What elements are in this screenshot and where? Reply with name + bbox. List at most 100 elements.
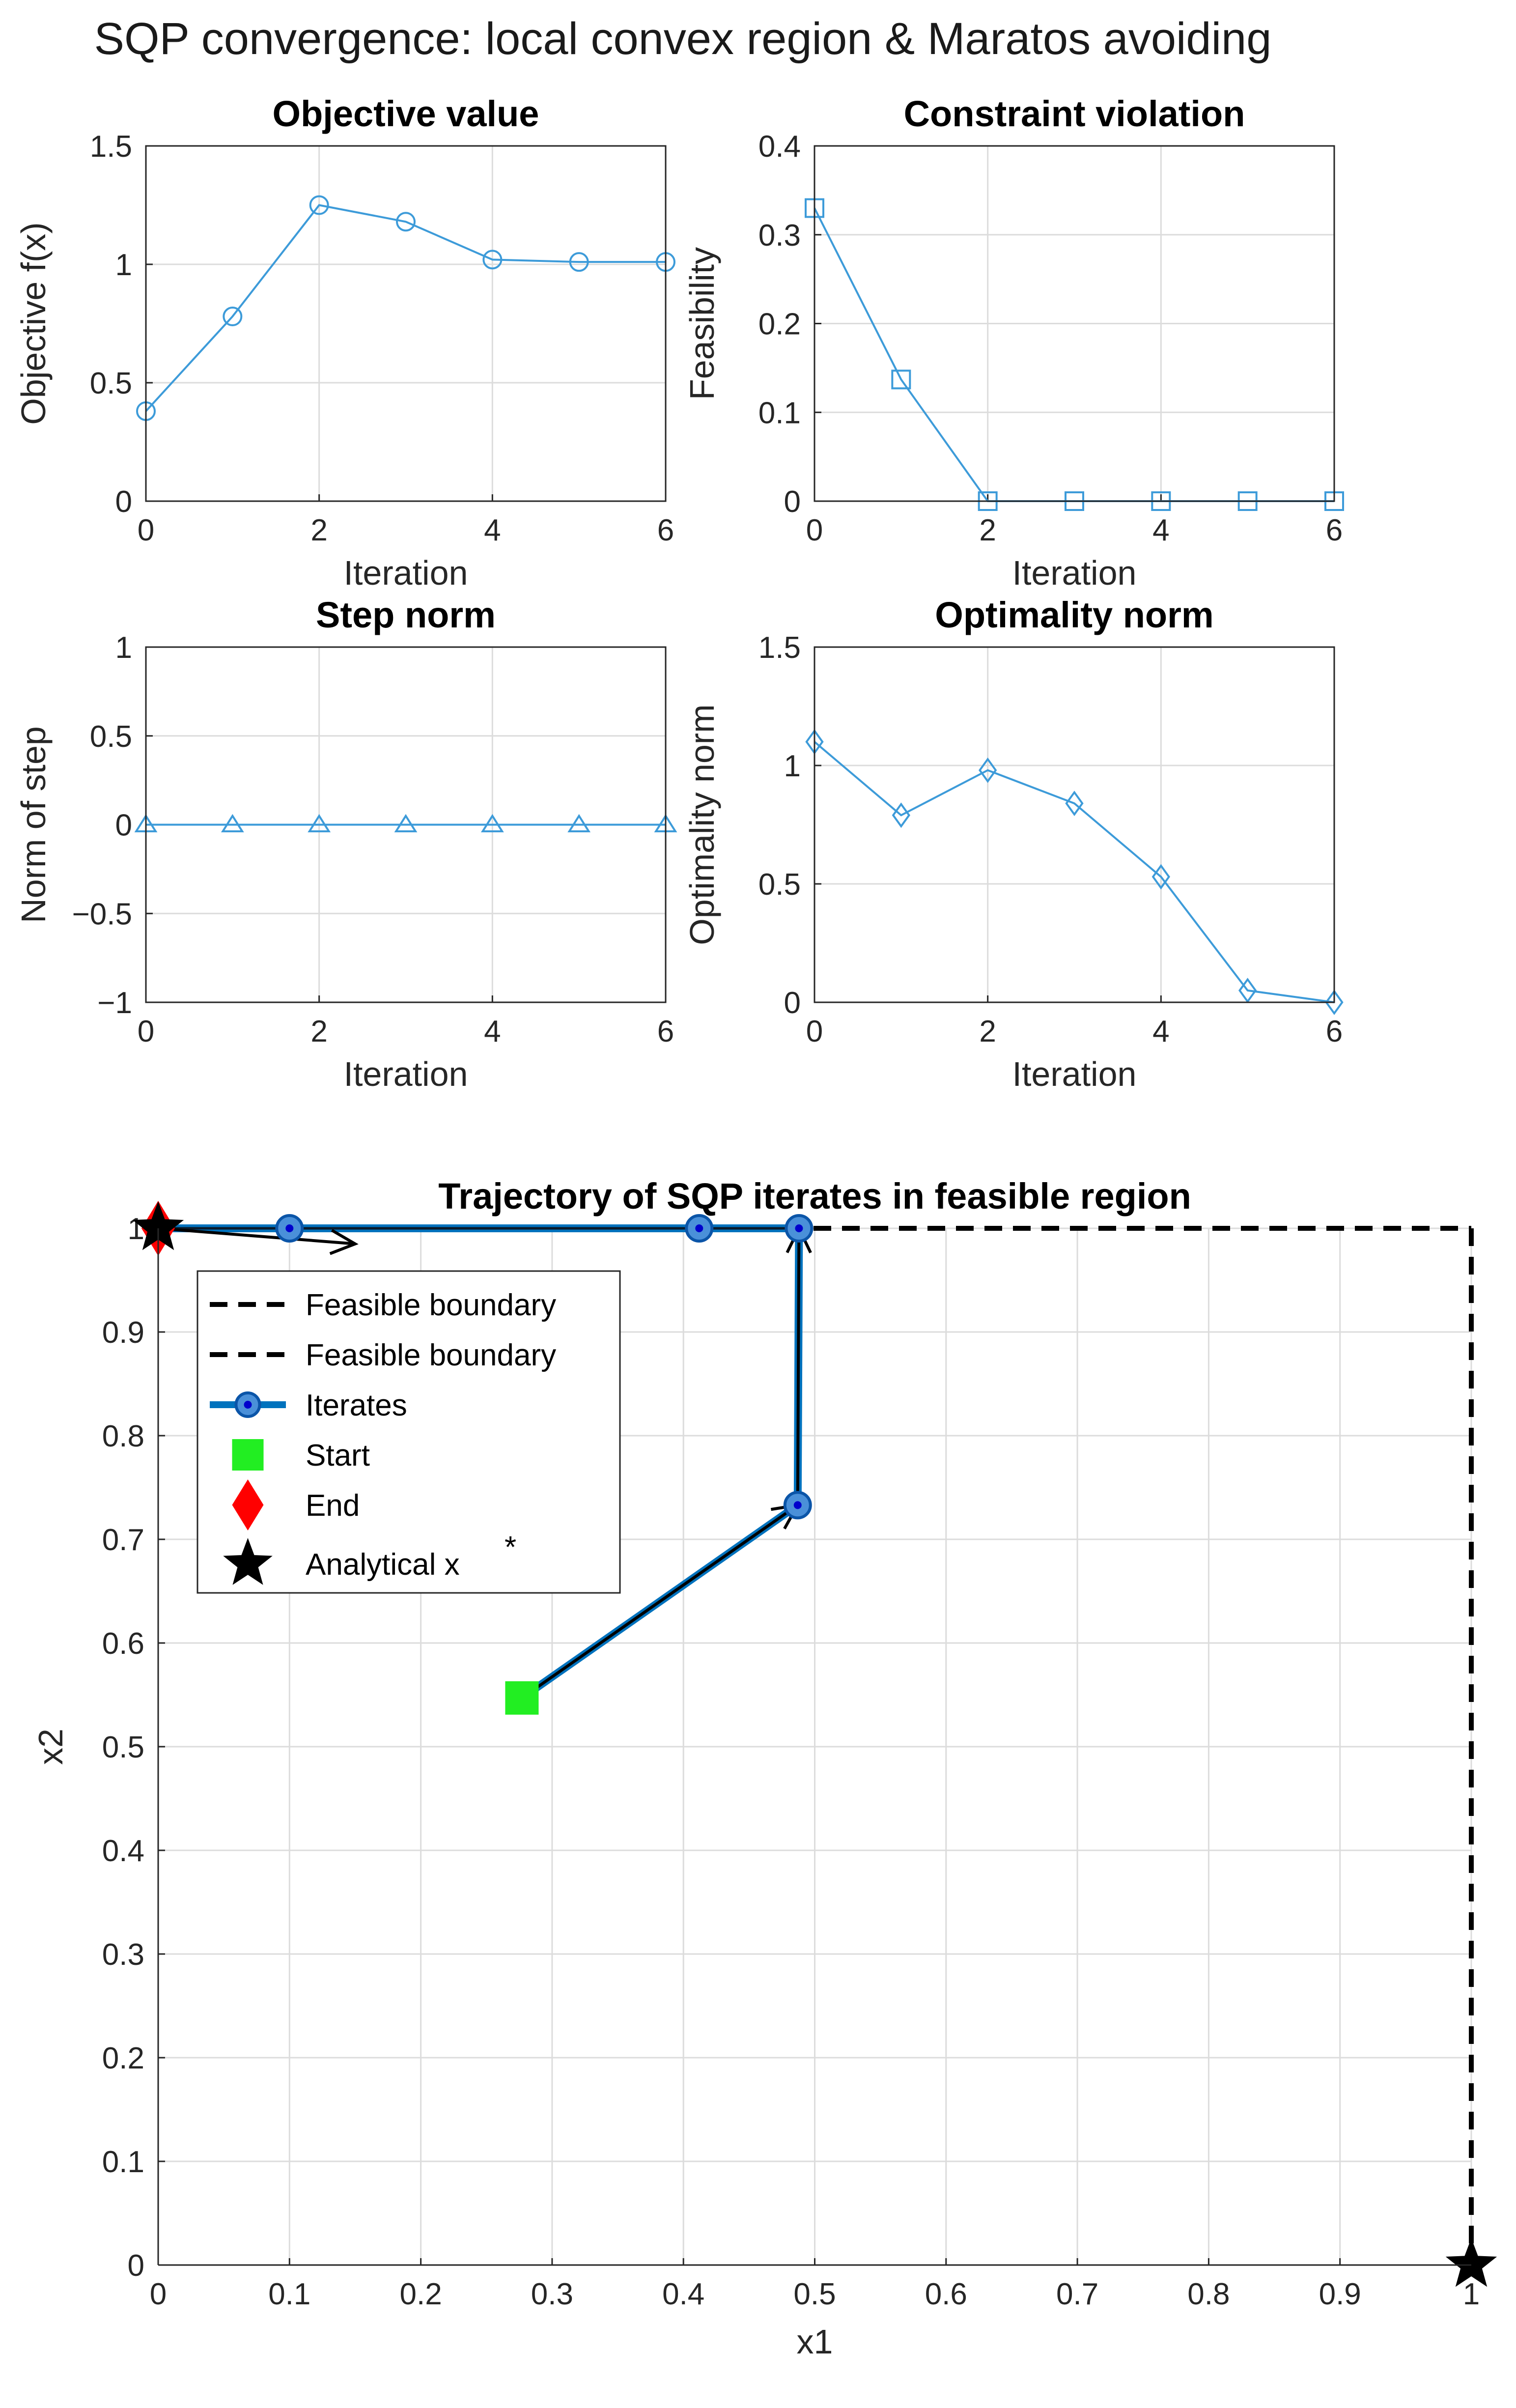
chart-title: Optimality norm [935,595,1213,635]
legend-label-boundary: Feasible boundary [306,1338,556,1372]
y-tick-label: 0.2 [758,308,801,341]
data-point [891,369,911,390]
x-axis-label: Iteration [1012,554,1137,592]
y-tick-label: 0 [115,809,132,843]
x-tick-label: 0.3 [531,2277,573,2311]
y-axis-label: Objective f(x) [14,222,53,425]
data-point [1065,791,1084,817]
legend-label-analytical: Analytical x [306,1548,460,1582]
y-axis-label: x2 [31,1728,70,1765]
data-point [394,814,418,832]
y-tick-label: −0.5 [72,897,132,931]
data-point [1151,864,1170,890]
y-tick-label: 0.9 [102,1316,144,1350]
y-tick-label: −1 [97,986,132,1020]
iterate-marker-core [793,1501,802,1509]
data-point [396,212,416,232]
legend-swatch-start [232,1439,264,1471]
iterate-marker-core [285,1224,294,1232]
axes-frame [814,646,1335,1003]
y-tick-label: 1 [784,749,801,783]
x-axis-label: Iteration [1012,1055,1137,1093]
x-axis-label: x1 [797,2323,833,2361]
y-tick-label: 0.5 [90,720,132,754]
x-tick-label: 0.4 [662,2277,704,2311]
x-tick-label: 1 [1463,2277,1480,2311]
x-axis-label: Iteration [344,554,468,592]
legend-label-analytical-superscript: * [505,1530,516,1564]
data-point [482,250,503,270]
data-point [569,252,589,272]
x-tick-label: 6 [1326,513,1343,547]
y-tick-label: 1.5 [758,631,801,665]
y-tick-label: 1 [115,631,132,665]
iterate-marker-core [695,1224,703,1232]
iterate-marker-core [795,1224,803,1232]
x-tick-label: 4 [484,513,501,547]
y-tick-label: 0.3 [758,219,801,253]
y-tick-label: 0.5 [102,1730,144,1764]
legend: Feasible boundary Feasible boundary Iterat… [197,1270,621,1594]
y-tick-label: 0.5 [758,868,801,902]
axes-frame [145,646,667,1003]
x-tick-label: 2 [310,513,327,547]
x-tick-label: 2 [979,1015,996,1048]
analytical-star [1445,2238,1497,2287]
y-tick-label: 1 [115,248,132,282]
y-tick-label: 0.1 [758,396,801,430]
y-axis-label: Optimality norm [683,704,721,945]
legend-box [197,1270,621,1594]
legend-swatch-end [232,1479,264,1530]
y-tick-label: 1 [128,1212,144,1246]
data-point [308,814,331,832]
y-tick-label: 0 [784,986,801,1020]
chart-title: Step norm [316,595,496,635]
x-tick-label: 0.7 [1056,2277,1098,2311]
y-tick-label: 0 [128,2249,144,2283]
axes-background [814,647,1334,1002]
chart-step: 0 2 4 6 −1 −0.5 0 0.5 1 Step norm Iteration Norm of… [14,595,677,1093]
x-tick-label: 0.8 [1187,2277,1230,2311]
x-tick-label: 2 [310,1015,327,1048]
series-line-objective [145,204,666,412]
data-point [892,802,910,828]
data-point [309,195,329,215]
y-tick-label: 0.5 [90,367,132,400]
y-tick-label: 0.8 [102,1419,144,1453]
x-tick-label: 4 [1152,513,1169,547]
x-tick-label: 0 [150,2277,167,2311]
y-tick-label: 0.4 [102,1834,144,1868]
data-point [223,307,243,327]
chart-title: Constraint violation [904,93,1245,134]
x-tick-label: 4 [1152,1015,1169,1048]
x-tick-label: 0 [138,1015,154,1048]
x-tick-label: 6 [657,513,674,547]
legend-swatch-iterates-core [244,1401,252,1409]
x-axis-label: Iteration [344,1055,468,1093]
y-tick-label: 0.6 [102,1627,144,1661]
y-axis-label: Norm of step [14,726,53,923]
y-tick-label: 0.3 [102,1938,144,1972]
legend-label-boundary: Feasible boundary [306,1288,556,1322]
chart-title: Trajectory of SQP iterates in feasible r… [438,1176,1191,1217]
data-point [1325,990,1344,1015]
start-marker [505,1681,539,1715]
chart-trajectory: 0 0.1 0.2 0.3 0.4 0.5 0.6 0.7 0.8 0.9 1 0 0.1 0.2 0.3 0… [31,1176,1497,2361]
series-line-optimality [814,741,1335,1003]
data-point [567,814,591,832]
step-arrow-1-shaft [796,1228,801,1505]
legend-label-start: Start [306,1439,370,1473]
y-tick-label: 0.2 [102,2041,144,2075]
x-tick-label: 0.9 [1319,2277,1361,2311]
figure-suptitle: SQP convergence: local convex region & M… [94,14,1272,64]
step-arrow-2-head [329,1229,359,1255]
chart-optimality: 0 2 4 6 0 0.5 1 1.5 Optimality norm Iteration Opti… [683,595,1344,1093]
data-point [221,814,244,832]
y-tick-label: 0 [115,485,132,519]
legend-swatch-analytical [223,1538,273,1585]
y-tick-label: 0.7 [102,1523,144,1557]
axes-background [146,146,666,501]
chart-feasibility: 0 2 4 6 0 0.1 0.2 0.3 0.4 Constraint violation Ite… [683,93,1344,592]
data-point [979,757,997,783]
